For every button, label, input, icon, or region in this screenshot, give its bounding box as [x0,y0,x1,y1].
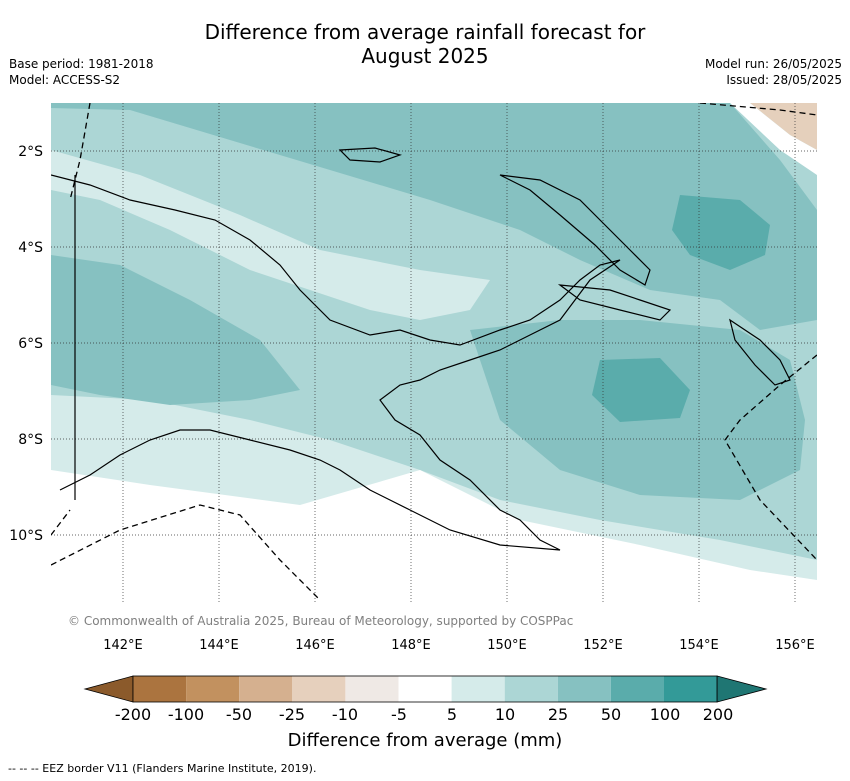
coastlines [51,147,791,551]
lat-label: 6°S [18,336,43,352]
colorbar-swatch [451,676,505,702]
colorbar-swatch [664,676,718,702]
colorbar-label: -50 [225,705,253,724]
colorbar-label: -100 [167,705,205,724]
colorbar-swatch [504,676,558,702]
model-info: Base period: 1981-2018 Model: ACCESS-S2 [9,56,154,88]
base-period: Base period: 1981-2018 [9,57,154,71]
issued-date: Issued: 28/05/2025 [726,73,842,87]
title-line-1: Difference from average rainfall forecas… [204,20,646,44]
colorbar-swatch [345,676,399,702]
attribution-text: © Commonwealth of Australia 2025, Bureau… [68,614,574,628]
lat-label: 10°S [9,528,43,544]
lat-label: 8°S [18,432,43,448]
colorbar-label: 5 [446,705,458,724]
run-info: Model run: 26/05/2025 Issued: 28/05/2025 [705,56,842,88]
lon-label: 156°E [775,638,815,653]
lat-label: 2°S [18,144,43,160]
colorbar-label: 100 [649,705,681,724]
lon-label: 144°E [199,638,239,653]
lat-label: 4°S [18,240,43,256]
colorbar [83,675,768,703]
new-guinea-coast [51,174,621,551]
lon-label: 142°E [103,638,143,653]
colorbar-label: -10 [331,705,359,724]
latitude-labels: 2°S 4°S 6°S 8°S 10°S [9,144,43,544]
colorbar-label: 10 [494,705,516,724]
colorbar-swatch [398,676,452,702]
colorbar-label: -200 [114,705,152,724]
model-run-date: Model run: 26/05/2025 [704,57,842,71]
rain-band-25-50-west [51,255,300,405]
colorbar-swatch [186,676,240,702]
colorbar-label: -5 [391,705,407,724]
new-britain-coast [499,174,651,286]
colorbar-label: 25 [547,705,569,724]
rain-band-50-100-south [592,358,690,422]
lon-label: 146°E [295,638,335,653]
longitude-labels: 142°E 144°E 146°E 148°E 150°E 152°E 154°… [103,638,815,653]
lon-label: 152°E [583,638,623,653]
page-title: Difference from average rainfall forecas… [0,20,850,68]
colorbar-arrow-low [83,675,134,703]
rain-band-dry-10 [750,103,817,150]
eez-footnote: -- -- -- EEZ border V11 (Flanders Marine… [8,762,317,775]
colorbar-label: 50 [600,705,622,724]
rain-band-50-100-east [672,195,770,270]
title-line-2: August 2025 [361,44,489,68]
colorbar-swatch [133,676,187,702]
colorbar-swatch [239,676,293,702]
colorbar-swatch [610,676,664,702]
model-name: Model: ACCESS-S2 [9,73,121,87]
colorbar-label: 200 [702,705,734,724]
eez-border [51,103,817,601]
lon-label: 148°E [391,638,431,653]
new-ireland-coast [557,284,672,321]
graticule [51,103,817,602]
colorbar-label: -25 [278,705,306,724]
lon-label: 150°E [487,638,527,653]
colorbar-outline [132,675,718,703]
rain-band-5-10-corridor [51,150,490,320]
colorbar-arrow-high [716,675,768,703]
rain-band-neutral [51,470,817,602]
colorbar-swatch [557,676,611,702]
legend-title: Difference from average (mm) [287,730,563,751]
colorbar-swatch [292,676,346,702]
lon-label: 154°E [679,638,719,653]
manus-coast [338,147,402,163]
